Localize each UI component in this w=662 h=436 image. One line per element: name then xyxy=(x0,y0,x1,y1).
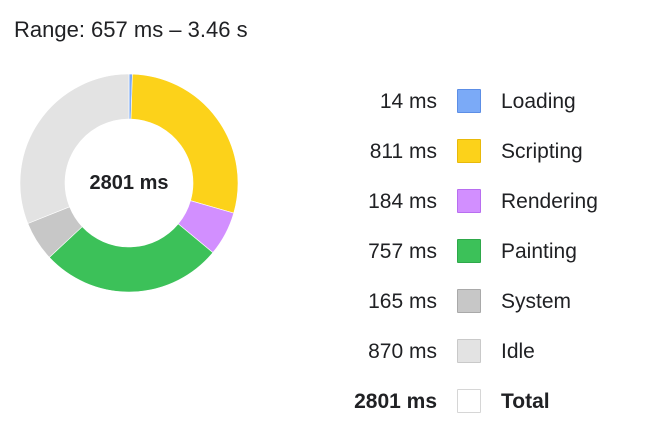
legend-value-idle: 870 ms xyxy=(368,340,437,363)
legend-row-painting: 757 ms Painting xyxy=(300,236,640,268)
legend-row-loading: 14 ms Loading xyxy=(300,86,640,118)
donut-slice-painting[interactable] xyxy=(48,223,214,293)
legend-label-system: System xyxy=(501,290,572,313)
legend-row-idle: 870 ms Idle xyxy=(300,336,640,368)
donut-slice-idle[interactable] xyxy=(19,73,130,224)
legend-label-loading: Loading xyxy=(501,90,576,113)
legend-label-painting: Painting xyxy=(501,240,577,263)
donut-center-total: 2801 ms xyxy=(90,172,169,194)
donut-slice-scripting[interactable] xyxy=(130,73,239,214)
legend-value-loading: 14 ms xyxy=(379,90,437,113)
legend-swatch-scripting xyxy=(457,139,481,163)
legend-row-system: 165 ms System xyxy=(300,286,640,318)
donut-svg: 2801 ms xyxy=(19,73,239,293)
legend-label-idle: Idle xyxy=(501,340,535,363)
donut-slices xyxy=(19,73,239,293)
legend-row-scripting: 811 ms Scripting xyxy=(300,136,640,168)
legend-swatch-loading xyxy=(457,89,481,113)
legend-swatch-rendering xyxy=(457,189,481,213)
legend-label-total: Total xyxy=(501,390,550,413)
legend-swatch-total xyxy=(457,389,481,413)
legend-swatch-painting xyxy=(457,239,481,263)
range-label: Range: 657 ms – 3.46 s xyxy=(14,17,248,42)
legend-label-scripting: Scripting xyxy=(501,140,583,163)
legend-value-system: 165 ms xyxy=(368,290,437,313)
legend-swatch-idle xyxy=(457,339,481,363)
legend-row-total: 2801 ms Total xyxy=(300,386,640,418)
legend-value-scripting: 811 ms xyxy=(369,140,437,163)
legend-value-total: 2801 ms xyxy=(354,390,437,413)
legend-value-painting: 757 ms xyxy=(368,240,437,263)
legend-swatch-system xyxy=(457,289,481,313)
legend-value-rendering: 184 ms xyxy=(368,190,437,213)
legend-label-rendering: Rendering xyxy=(501,190,598,213)
legend-row-rendering: 184 ms Rendering xyxy=(300,186,640,218)
donut-chart: 2801 ms xyxy=(18,72,240,294)
